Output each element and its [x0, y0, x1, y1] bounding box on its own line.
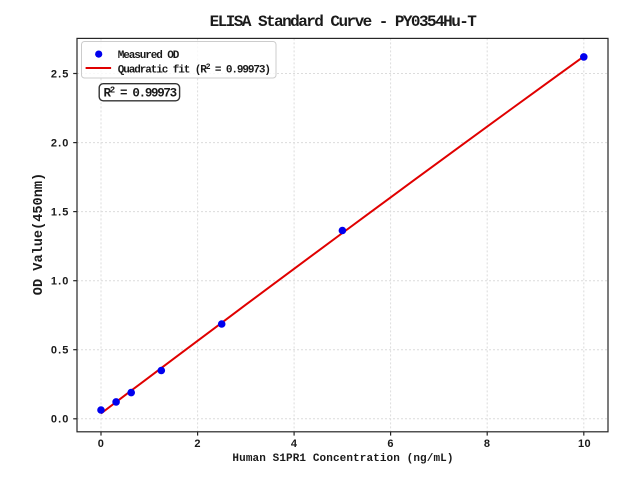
svg-text:0: 0	[98, 438, 105, 450]
svg-text:Quadratic fit (R2 = 0.99973): Quadratic fit (R2 = 0.99973)	[118, 63, 270, 77]
svg-text:1.0: 1.0	[51, 276, 70, 288]
svg-text:8: 8	[484, 438, 491, 450]
svg-text:R2 = 0.99973: R2 = 0.99973	[104, 86, 177, 101]
svg-text:ELISA Standard Curve - PY0354H: ELISA Standard Curve - PY0354Hu-T	[210, 13, 478, 31]
svg-text:4: 4	[291, 438, 298, 450]
svg-text:6: 6	[387, 438, 394, 450]
svg-text:Measured OD: Measured OD	[118, 50, 180, 62]
svg-text:2.5: 2.5	[51, 68, 70, 80]
svg-text:1.5: 1.5	[51, 206, 70, 218]
svg-text:10: 10	[578, 438, 591, 450]
svg-text:0.0: 0.0	[51, 414, 70, 426]
svg-text:0.5: 0.5	[51, 345, 70, 357]
svg-text:Human S1PR1 Concentration (ng/: Human S1PR1 Concentration (ng/mL)	[232, 453, 453, 465]
svg-text:OD Value(450nm): OD Value(450nm)	[32, 173, 47, 295]
svg-text:2.0: 2.0	[51, 137, 70, 149]
svg-text:2: 2	[194, 438, 201, 450]
